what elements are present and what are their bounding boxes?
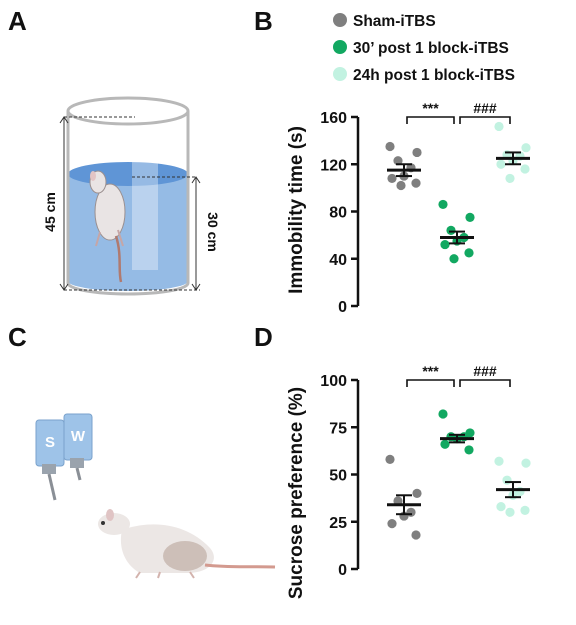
data-point-24h-post (494, 456, 504, 466)
data-point-24h-post (505, 173, 515, 184)
data-point-sham (387, 519, 397, 529)
significance-bracket (459, 116, 511, 124)
data-point-sham (412, 147, 422, 158)
cylinder-bottom-rim (66, 282, 190, 296)
rat-icon (98, 509, 276, 579)
legend: Sham-iTBS 30’ post 1 block-iTBS 24h post… (333, 13, 515, 84)
significance-label: *** (422, 363, 439, 379)
data-point-30-post (438, 409, 448, 419)
legend-label-24h-post: 24h post 1 block-iTBS (353, 67, 515, 84)
rat-icon (89, 170, 126, 283)
panel-letter-a: A (8, 6, 27, 36)
bottle-right-label: W (71, 428, 86, 445)
cylinder-top-rim (66, 96, 190, 126)
height-label: 45 cm (42, 192, 58, 232)
data-point-24h-post (502, 475, 512, 485)
water-bottle-icon: W (63, 413, 93, 481)
data-point-30-post (446, 225, 456, 235)
y-tick-label: 100 (320, 373, 347, 390)
y-tick-label: 0 (338, 299, 347, 316)
water-body (68, 174, 188, 291)
data-point-24h-post (496, 159, 506, 169)
data-point-30-post (440, 439, 450, 449)
data-point-sham (412, 488, 422, 498)
legend-marker-24h-post (333, 67, 347, 81)
data-point-sham (396, 180, 406, 191)
data-point-30-post (449, 254, 459, 264)
significance-label: ### (473, 100, 497, 116)
y-axis-label: Sucrose preference (%) (286, 387, 307, 599)
water-surface (68, 162, 188, 186)
data-point-sham (385, 454, 395, 464)
y-axis-label: Immobility time (s) (286, 126, 307, 294)
legend-item-24h-post: 24h post 1 block-iTBS (333, 67, 515, 84)
glass-reflection (132, 145, 158, 270)
legend-item-sham: Sham-iTBS (333, 13, 436, 30)
data-point-24h-post (521, 143, 531, 153)
data-point-sham (393, 156, 403, 166)
sucrose-preference-illustration: W S (35, 413, 276, 579)
data-point-24h-post (496, 502, 506, 512)
data-point-24h-post (520, 505, 530, 516)
legend-item-30-post: 30’ post 1 block-iTBS (333, 40, 509, 57)
data-point-24h-post (505, 507, 515, 517)
bottle-left-label: S (45, 434, 55, 451)
chart-sucrose-preference: Sucrose preference (%) 0 25 50 75 100 *** ### (286, 363, 531, 599)
sucrose-bottle-icon: S (35, 419, 65, 501)
panel-letter-b: B (254, 6, 273, 36)
y-tick-label: 120 (320, 157, 347, 174)
significance-label: ### (473, 363, 497, 379)
y-tick-label: 40 (329, 252, 347, 269)
significance-bracket (459, 379, 511, 387)
significance-label: *** (422, 100, 439, 116)
y-tick-label: 25 (329, 515, 347, 532)
water-depth-label: 30 cm (205, 212, 221, 252)
panel-letter-c: C (8, 322, 27, 352)
legend-marker-sham (333, 13, 347, 27)
data-point-sham (411, 178, 421, 188)
panel-letter-d: D (254, 322, 273, 352)
y-tick-label: 160 (320, 110, 347, 127)
forced-swim-cylinder-illustration: 45 cm 30 cm (42, 96, 221, 296)
data-point-sham (385, 141, 395, 152)
y-tick-label: 75 (329, 420, 347, 437)
significance-bracket (406, 116, 455, 124)
data-point-30-post (464, 248, 474, 258)
legend-label-sham: Sham-iTBS (353, 13, 436, 30)
significance-bracket (406, 379, 455, 387)
legend-label-30-post: 30’ post 1 block-iTBS (353, 40, 509, 57)
data-point-24h-post (520, 164, 530, 174)
y-tick-label: 80 (329, 205, 347, 222)
data-point-24h-post (494, 121, 504, 132)
y-tick-label: 50 (329, 468, 347, 485)
data-point-30-post (465, 212, 475, 223)
data-point-30-post (440, 239, 450, 250)
data-point-30-post (438, 199, 448, 210)
legend-marker-30-post (333, 40, 347, 54)
chart-immobility-time: Immobility time (s) 0 40 80 120 160 *** ### (286, 100, 531, 316)
data-point-sham (411, 530, 421, 540)
data-point-30-post (464, 445, 474, 455)
y-tick-label: 0 (338, 562, 347, 579)
data-point-sham (387, 173, 397, 184)
data-point-24h-post (521, 458, 531, 468)
